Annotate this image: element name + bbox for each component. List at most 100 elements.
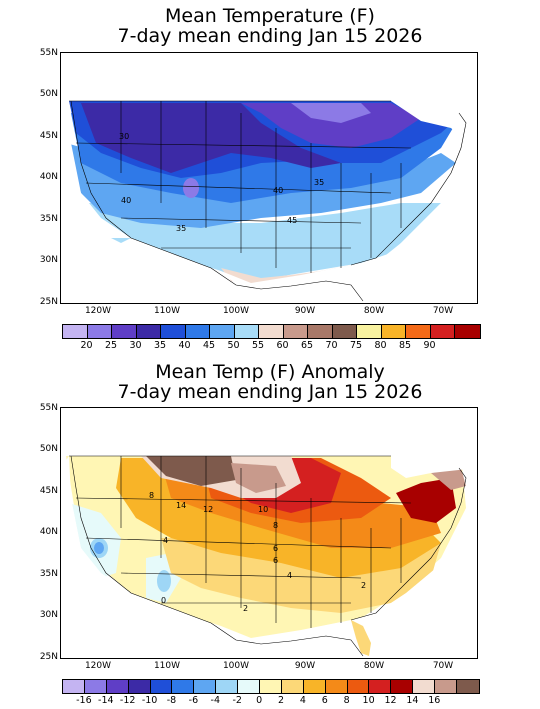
map2-canada-east xyxy=(391,456,477,478)
map1-lat-45: 45N xyxy=(39,131,58,141)
colorbar-swatch xyxy=(406,325,431,338)
map1-lon-120: 120W xyxy=(84,306,112,316)
colorbar-label: 85 xyxy=(398,340,412,351)
map1-title-line2: 7-day mean ending Jan 15 2026 xyxy=(117,25,423,47)
map2-title-line2: 7-day mean ending Jan 15 2026 xyxy=(117,381,423,403)
colorbar-label: -14 xyxy=(98,695,114,706)
colorbar-label: 30 xyxy=(129,340,142,351)
colorbar-swatch xyxy=(136,325,161,338)
map1-lon-100: 100W xyxy=(222,306,250,316)
map2-lat-50: 50N xyxy=(39,444,58,454)
colorbar-label: 25 xyxy=(104,340,118,351)
colorbar-swatch xyxy=(308,325,333,338)
colorbar-swatch xyxy=(347,680,370,693)
colorbar-swatch xyxy=(260,680,282,693)
map1-colorbar xyxy=(62,324,481,339)
colorbar-label: -16 xyxy=(76,695,92,706)
colorbar-label: 45 xyxy=(202,340,216,351)
colorbar-label: -12 xyxy=(119,695,136,706)
colorbar-label: 50 xyxy=(227,340,240,351)
map2-ocean-north xyxy=(61,408,477,456)
colorbar-label: 35 xyxy=(153,340,167,351)
svg-text:10: 10 xyxy=(258,505,268,514)
colorbar-swatch xyxy=(185,325,210,338)
map2-lon-110: 110W xyxy=(153,661,181,671)
map2-cool-spot-1-core xyxy=(94,542,104,554)
colorbar-label: -6 xyxy=(188,695,199,706)
map2-region-ne-brown xyxy=(431,468,466,490)
colorbar-label: -8 xyxy=(166,695,177,706)
map2-region-ne xyxy=(396,478,456,523)
map2-lon-120: 120W xyxy=(84,661,112,671)
svg-text:45: 45 xyxy=(287,216,297,225)
colorbar-label: 40 xyxy=(178,340,191,351)
colorbar-swatch xyxy=(194,680,217,693)
colorbar-swatch xyxy=(210,325,235,338)
map2-gulf-water xyxy=(171,518,477,656)
map1-lat-30: 30N xyxy=(39,255,58,265)
map1-lat-50: 50N xyxy=(39,89,58,99)
colorbar-swatch xyxy=(281,680,304,693)
map1-lon-70: 70W xyxy=(432,306,454,316)
map2-mexico xyxy=(101,593,241,658)
svg-text:8: 8 xyxy=(149,491,154,500)
map1-mexico xyxy=(101,238,241,303)
map2-region-brown xyxy=(146,456,236,486)
map1-region-lavender xyxy=(291,103,371,123)
colorbar-swatch xyxy=(455,325,480,338)
map1-ocean-north xyxy=(61,53,477,101)
colorbar-swatch xyxy=(435,680,458,693)
colorbar-label: 6 xyxy=(321,695,328,706)
map1-gulf-water xyxy=(171,203,477,301)
map2-florida xyxy=(351,620,371,656)
map2-svg: 8 14 12 10 8 6 4 2 4 6 2 0 xyxy=(61,408,477,658)
map2-borders xyxy=(69,455,467,657)
map2-lat-35: 35N xyxy=(39,569,58,579)
colorbar-swatch xyxy=(369,680,392,693)
colorbar-label: 0 xyxy=(256,695,263,706)
map1-lon-110: 110W xyxy=(153,306,181,316)
colorbar-label: 65 xyxy=(300,340,314,351)
map1-contour-labels: 30 40 35 45 40 35 xyxy=(119,132,324,233)
svg-text:40: 40 xyxy=(273,186,283,195)
colorbar-label: 8 xyxy=(343,695,350,706)
svg-text:4: 4 xyxy=(287,571,292,580)
colorbar-swatch xyxy=(283,325,308,338)
colorbar-label: 70 xyxy=(325,340,338,351)
map1-lat-25: 25N xyxy=(39,297,58,307)
map1-lat-40: 40N xyxy=(39,172,58,182)
svg-text:6: 6 xyxy=(273,556,278,565)
colorbar-swatch xyxy=(84,680,107,693)
colorbar-swatch xyxy=(234,325,259,338)
map2-contour-labels: 8 14 12 10 8 6 4 2 4 6 2 0 xyxy=(149,491,366,613)
map2-lat-55: 55N xyxy=(39,403,58,413)
map1-frame: 30 40 35 45 40 35 xyxy=(60,52,478,304)
colorbar-label: 2 xyxy=(277,695,285,706)
map1-borders xyxy=(69,100,467,302)
colorbar-swatch xyxy=(63,680,85,693)
colorbar-swatch xyxy=(457,680,479,693)
colorbar-swatch xyxy=(172,680,195,693)
map2-pacific xyxy=(61,456,131,593)
colorbar-label: -4 xyxy=(210,695,221,706)
map2-lon-90: 90W xyxy=(294,661,316,671)
map1-pacific xyxy=(61,101,131,238)
map1-lon-80: 80W xyxy=(363,306,385,316)
map1-lon-90: 90W xyxy=(294,306,316,316)
colorbar-label: 60 xyxy=(276,340,289,351)
colorbar-swatch xyxy=(63,325,88,338)
svg-text:14: 14 xyxy=(176,501,186,510)
svg-text:0: 0 xyxy=(161,596,166,605)
colorbar-swatch xyxy=(128,680,151,693)
colorbar-swatch xyxy=(332,325,357,338)
colorbar-swatch xyxy=(106,680,129,693)
colorbar-swatch xyxy=(430,325,455,338)
colorbar-label: 80 xyxy=(374,340,387,351)
colorbar-label: 75 xyxy=(349,340,363,351)
svg-text:4: 4 xyxy=(163,536,168,545)
colorbar-swatch xyxy=(325,680,348,693)
colorbar-swatch xyxy=(357,325,382,338)
svg-text:2: 2 xyxy=(243,604,248,613)
map1-lat-55: 55N xyxy=(39,48,58,58)
map1-lat-35: 35N xyxy=(39,214,58,224)
